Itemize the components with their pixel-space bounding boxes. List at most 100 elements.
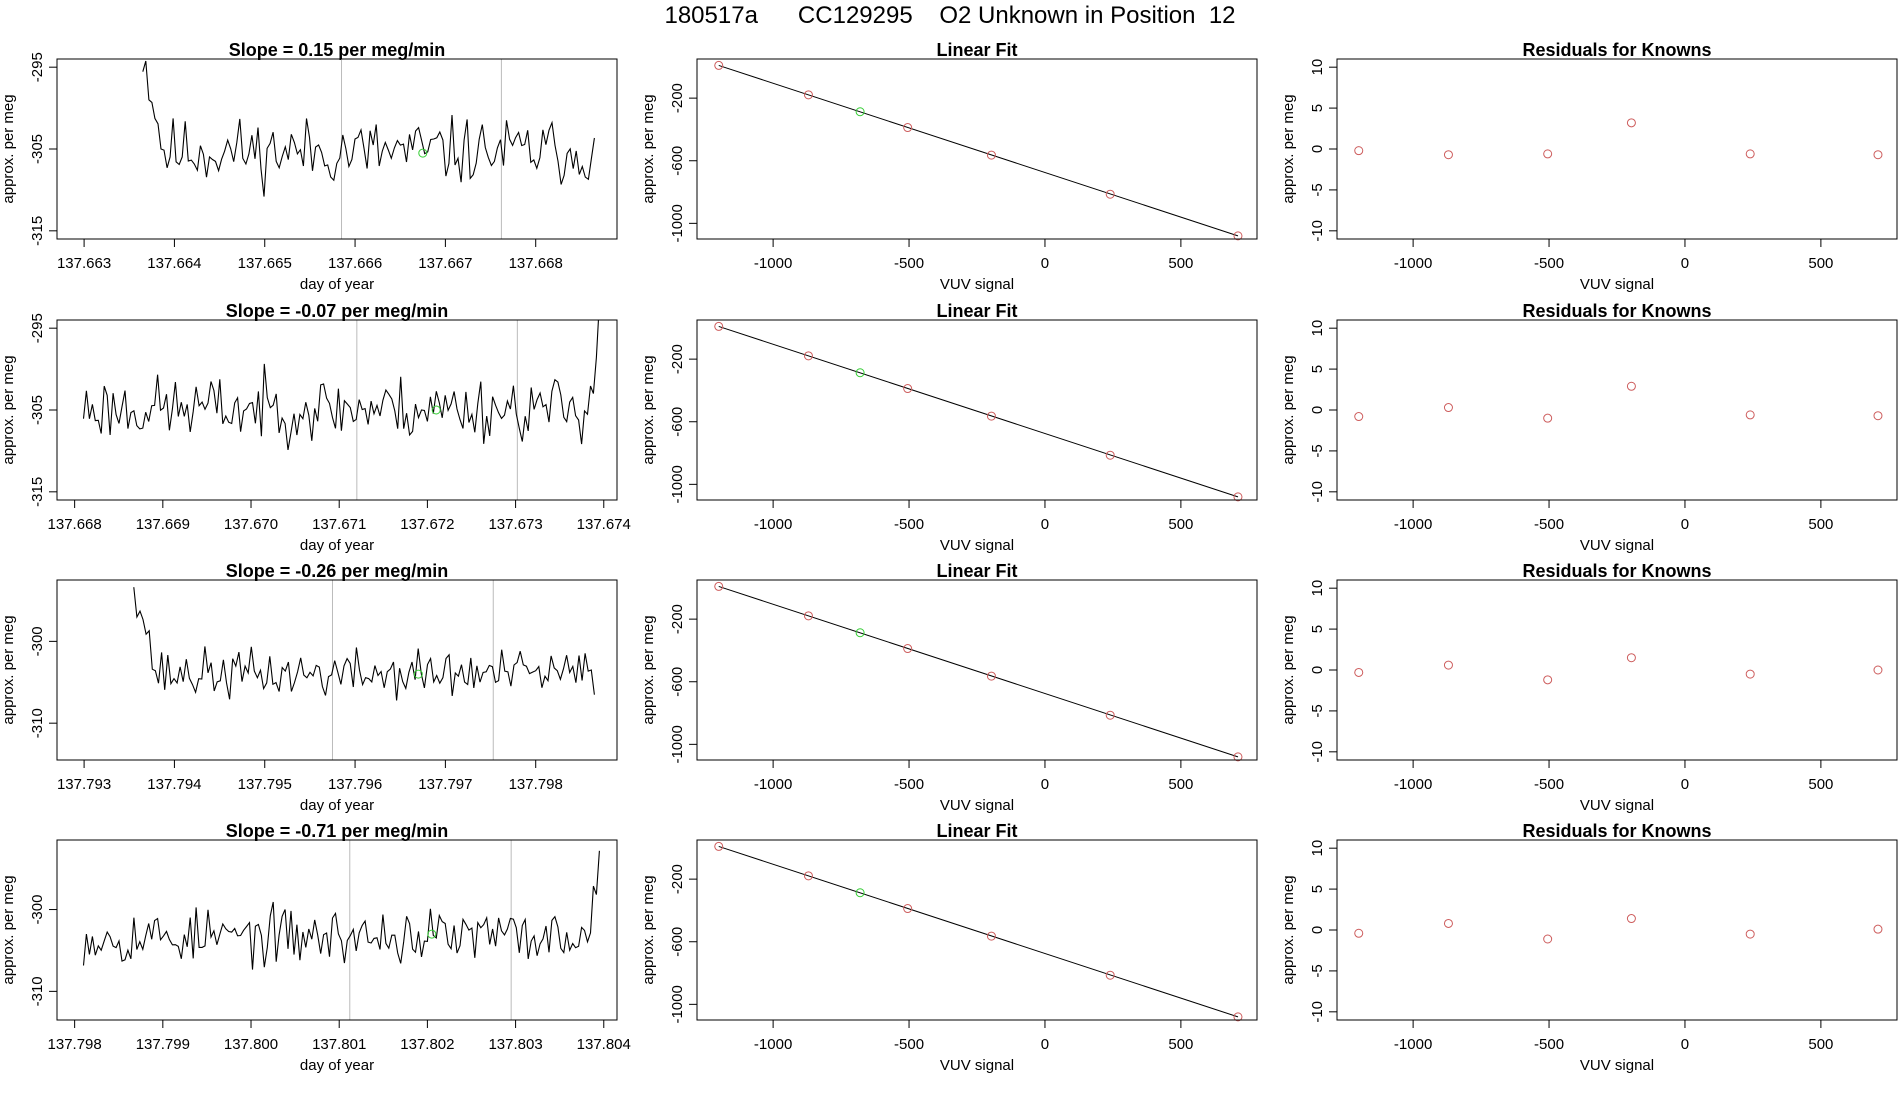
- y-tick-label: -600: [669, 146, 686, 176]
- y-tick-label: 5: [1309, 625, 1326, 633]
- known-point: [803, 351, 813, 361]
- known-point: [903, 644, 913, 654]
- y-tick-label: 0: [1309, 406, 1326, 414]
- known-point: [803, 871, 813, 881]
- known-point: [986, 411, 996, 421]
- residual-point: [1443, 403, 1453, 413]
- x-tick-label: -1000: [1394, 516, 1432, 533]
- known-point: [714, 581, 724, 591]
- x-tick-label: 500: [1168, 776, 1193, 793]
- plot-frame: [56, 319, 618, 501]
- y-tick-label: -200: [669, 604, 686, 634]
- panel-title: Linear Fit: [936, 561, 1017, 581]
- fit-line: [718, 585, 1239, 758]
- panel-title: Linear Fit: [936, 301, 1017, 321]
- panel-title: Residuals for Knowns: [1522, 301, 1711, 321]
- y-axis-label: approx. per meg: [1280, 875, 1297, 984]
- y-tick-label: -10: [1309, 741, 1326, 763]
- y-tick-label: -1000: [669, 725, 686, 763]
- y-axis-label: approx. per meg: [0, 615, 17, 724]
- x-axis-label: VUV signal: [940, 1057, 1014, 1074]
- residual-point: [1745, 149, 1755, 159]
- page-title: 180517a CC129295 O2 Unknown in Position …: [664, 2, 1236, 29]
- x-tick-label: 137.802: [400, 1036, 454, 1053]
- y-tick-label: 5: [1309, 365, 1326, 373]
- fit-line: [718, 64, 1239, 237]
- x-tick-label: 137.667: [418, 255, 472, 272]
- x-tick-label: -500: [894, 255, 924, 272]
- x-tick-label: 500: [1808, 1036, 1833, 1053]
- fit-line: [718, 325, 1239, 498]
- x-tick-label: 0: [1681, 776, 1689, 793]
- data-trace: [82, 320, 599, 450]
- known-point: [1233, 231, 1243, 241]
- y-tick-label: -315: [29, 216, 46, 246]
- x-tick-label: 137.668: [48, 516, 102, 533]
- x-tick-label: 137.804: [577, 1036, 631, 1053]
- y-tick-label: 10: [1309, 59, 1326, 76]
- x-tick-label: -1000: [754, 255, 792, 272]
- y-axis-label: approx. per meg: [0, 355, 17, 464]
- panel-linear-fit-2: Linear Fit VUV signal approx. per meg -1000…: [640, 301, 1258, 554]
- residual-point: [1443, 660, 1453, 670]
- y-axis-label: approx. per meg: [1280, 615, 1297, 724]
- x-axis-label: day of year: [300, 1057, 374, 1074]
- known-point: [1233, 1012, 1243, 1022]
- x-tick-label: 137.795: [238, 776, 292, 793]
- known-point: [803, 90, 813, 100]
- x-tick-label: 500: [1808, 255, 1833, 272]
- unknown-point: [427, 929, 437, 939]
- y-axis-label: approx. per meg: [0, 94, 17, 203]
- x-tick-label: -500: [894, 516, 924, 533]
- panel-linear-fit-4: Linear Fit VUV signal approx. per meg -1000…: [640, 821, 1258, 1074]
- panel-title: Residuals for Knowns: [1522, 561, 1711, 581]
- residual-point: [1354, 412, 1364, 422]
- panel-title: Linear Fit: [936, 40, 1017, 60]
- residual-point: [1626, 653, 1636, 663]
- x-tick-label: 500: [1168, 255, 1193, 272]
- y-tick-label: -305: [29, 134, 46, 164]
- x-tick-label: 137.794: [147, 776, 201, 793]
- x-tick-label: 500: [1808, 776, 1833, 793]
- unknown-point: [431, 405, 441, 415]
- x-tick-label: 0: [1681, 255, 1689, 272]
- panel-title: Slope = -0.07 per meg/min: [226, 301, 449, 321]
- x-tick-label: 137.799: [136, 1036, 190, 1053]
- panel-title: Residuals for Knowns: [1522, 821, 1711, 841]
- unknown-point: [855, 628, 865, 638]
- y-tick-label: -1000: [669, 465, 686, 503]
- x-tick-label: 137.664: [147, 255, 201, 272]
- plot-frame: [696, 58, 1258, 240]
- y-tick-label: -5: [1309, 964, 1326, 977]
- x-tick-label: 137.800: [224, 1036, 278, 1053]
- known-point: [903, 384, 913, 394]
- x-tick-label: -1000: [754, 516, 792, 533]
- y-tick-label: -600: [669, 667, 686, 697]
- y-tick-label: -5: [1309, 444, 1326, 457]
- panel-title: Slope = 0.15 per meg/min: [229, 40, 446, 60]
- y-tick-label: -305: [29, 395, 46, 425]
- x-tick-label: 137.672: [400, 516, 454, 533]
- y-tick-label: -600: [669, 927, 686, 957]
- y-tick-label: -300: [29, 895, 46, 925]
- y-tick-label: -200: [669, 83, 686, 113]
- unknown-point: [855, 888, 865, 898]
- y-tick-label: -1000: [669, 985, 686, 1023]
- x-tick-label: -500: [1534, 516, 1564, 533]
- known-point: [714, 321, 724, 331]
- y-tick-label: -310: [29, 708, 46, 738]
- y-axis-label: approx. per meg: [0, 875, 17, 984]
- y-axis-label: approx. per meg: [1280, 355, 1297, 464]
- x-tick-label: 0: [1041, 1036, 1049, 1053]
- y-tick-label: 10: [1309, 320, 1326, 337]
- plot-frame: [1336, 579, 1898, 761]
- unknown-point: [855, 107, 865, 117]
- residual-point: [1626, 118, 1636, 128]
- x-tick-label: 137.798: [48, 1036, 102, 1053]
- y-tick-label: -1000: [669, 204, 686, 242]
- data-trace: [133, 587, 595, 701]
- x-tick-label: -1000: [1394, 776, 1432, 793]
- plot-frame: [56, 58, 618, 240]
- known-point: [903, 123, 913, 133]
- known-point: [986, 931, 996, 941]
